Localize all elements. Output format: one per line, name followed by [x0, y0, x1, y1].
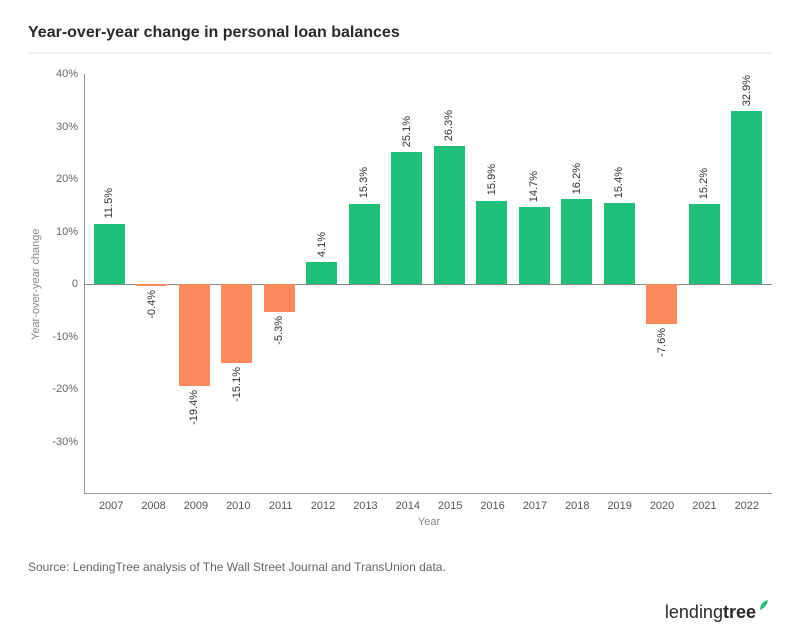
bar	[731, 111, 762, 284]
bar-slot: 15.3%	[343, 74, 386, 493]
plot-area: 11.5% -0.4% -19.4% -15.1% -5.3% 4.1% 15.3% 25.1…	[84, 74, 772, 494]
bar-slot: 11.5%	[88, 74, 131, 493]
y-tick: 40%	[56, 68, 78, 80]
x-tick: 2016	[471, 494, 513, 512]
x-tick: 2022	[726, 494, 768, 512]
chart-title: Year-over-year change in personal loan b…	[28, 24, 772, 42]
bar	[434, 146, 465, 284]
lendingtree-logo: lendingtree	[665, 602, 772, 623]
bar	[179, 284, 210, 386]
y-tick: 30%	[56, 121, 78, 133]
bar-value-label: 32.9%	[741, 75, 753, 106]
y-tick: 0	[72, 278, 78, 290]
bar-slot: 15.2%	[683, 74, 726, 493]
y-axis-ticks: -30%-20%-10%010%20%30%40%	[44, 74, 84, 494]
bar	[264, 284, 295, 312]
bar-slot: 25.1%	[386, 74, 429, 493]
y-axis-label: Year-over-year change	[28, 74, 44, 494]
bar-value-label: 15.3%	[358, 167, 370, 198]
bar-value-label: 25.1%	[401, 116, 413, 147]
bar-value-label: 14.7%	[528, 171, 540, 202]
bar-slot: 15.9%	[471, 74, 514, 493]
bar-slot: 14.7%	[513, 74, 556, 493]
bar	[476, 201, 507, 284]
chart-area: Year-over-year change -30% -20% -10% 0 10% 20…	[28, 74, 772, 494]
x-axis-ticks: 2007200820092010201120122013201420152016…	[86, 494, 772, 512]
x-tick: 2020	[641, 494, 683, 512]
bar	[94, 224, 125, 284]
bar-value-label: -5.3%	[273, 316, 285, 345]
source-text: Source: LendingTree analysis of The Wall…	[28, 560, 772, 574]
x-axis-label: Year	[86, 516, 772, 528]
x-tick: 2008	[132, 494, 174, 512]
x-tick: 2009	[175, 494, 217, 512]
title-divider	[28, 52, 772, 54]
y-tick: -20%	[52, 383, 78, 395]
logo-part1: lending	[665, 602, 723, 622]
bar	[604, 203, 635, 284]
bar	[221, 284, 252, 363]
bar	[561, 199, 592, 284]
bar-value-label: 15.9%	[486, 164, 498, 195]
x-tick: 2019	[599, 494, 641, 512]
leaf-icon	[758, 598, 772, 612]
x-tick: 2021	[683, 494, 725, 512]
bar-value-label: -7.6%	[656, 328, 668, 357]
bar	[689, 204, 720, 284]
bar	[391, 152, 422, 284]
y-tick: -30%	[52, 436, 78, 448]
bar-value-label: -19.4%	[188, 390, 200, 425]
x-tick: 2010	[217, 494, 259, 512]
bar-slot: -7.6%	[641, 74, 684, 493]
x-tick: 2011	[260, 494, 302, 512]
bar-value-label: 16.2%	[571, 163, 583, 194]
x-tick: 2012	[302, 494, 344, 512]
bar-slot: -19.4%	[173, 74, 216, 493]
x-tick: 2007	[90, 494, 132, 512]
bar	[136, 284, 167, 286]
bar	[519, 207, 550, 284]
bar-value-label: 15.4%	[613, 167, 625, 198]
bar-slot: 26.3%	[428, 74, 471, 493]
bar-value-label: 4.1%	[316, 232, 328, 257]
x-tick: 2018	[556, 494, 598, 512]
bar-value-label: 15.2%	[698, 168, 710, 199]
bar	[646, 284, 677, 324]
y-tick: 10%	[56, 226, 78, 238]
bar-slot: -15.1%	[216, 74, 259, 493]
bar	[349, 204, 380, 284]
bars-group: 11.5% -0.4% -19.4% -15.1% -5.3% 4.1% 15.3% 25.1…	[84, 74, 772, 493]
y-tick: 20%	[56, 173, 78, 185]
bar-slot: 16.2%	[556, 74, 599, 493]
x-tick: 2015	[429, 494, 471, 512]
bar-slot: -5.3%	[258, 74, 301, 493]
bar-value-label: 26.3%	[443, 110, 455, 141]
bar-slot: 15.4%	[598, 74, 641, 493]
x-tick: 2014	[387, 494, 429, 512]
x-tick: 2017	[514, 494, 556, 512]
x-tick: 2013	[344, 494, 386, 512]
bar-slot: -0.4%	[131, 74, 174, 493]
bar-value-label: 11.5%	[103, 188, 115, 218]
logo-part2: tree	[723, 602, 756, 622]
y-tick: -10%	[52, 331, 78, 343]
bar-value-label: -15.1%	[231, 367, 243, 402]
bar	[306, 262, 337, 284]
bar-slot: 32.9%	[726, 74, 769, 493]
bar-slot: 4.1%	[301, 74, 344, 493]
bar-value-label: -0.4%	[146, 290, 158, 319]
chart-container: Year-over-year change in personal loan b…	[0, 0, 800, 637]
